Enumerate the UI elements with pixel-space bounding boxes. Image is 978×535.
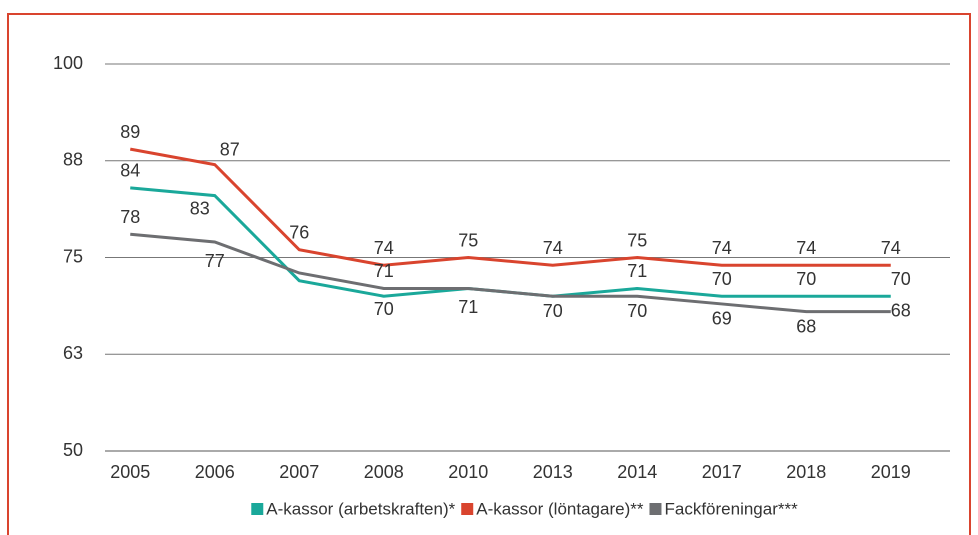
data-label: 75 [458,230,478,250]
data-label: 71 [627,261,647,281]
data-label: 74 [796,238,816,258]
data-label: 89 [120,122,140,142]
y-tick-label: 75 [63,246,83,266]
line-series [130,186,891,298]
x-tick-label: 2006 [195,462,235,482]
y-tick-label: 100 [53,53,83,73]
data-label: 70 [627,301,647,321]
data-label: 71 [458,297,478,317]
data-label: 70 [891,269,911,289]
legend-label: Fackföreningar*** [664,499,798,518]
data-label: 75 [627,230,647,250]
x-tick-label: 2007 [279,462,319,482]
data-label: 70 [712,269,732,289]
line-series [129,147,891,267]
data-label: 74 [543,238,563,258]
data-label: 74 [881,238,901,258]
data-label: 83 [190,198,210,218]
x-tick-label: 2019 [871,462,911,482]
data-label: 76 [289,223,309,243]
data-label: 84 [120,161,140,181]
y-tick-label: 63 [63,343,83,363]
data-label: 74 [712,238,732,258]
y-tick-label: 88 [63,150,83,170]
legend-label: A-kassor (löntagare)** [476,499,644,518]
legend-label: A-kassor (arbetskraften)* [266,499,455,518]
data-label: 69 [712,309,732,329]
legend: A-kassor (arbetskraften)* A-kassor (lönta… [251,499,798,518]
frame [7,13,971,535]
data-label: 68 [891,300,911,320]
data-label: 71 [374,261,394,281]
x-tick-label: 2014 [617,462,657,482]
data-label: 74 [374,238,394,258]
x-tick-label: 2013 [533,462,573,482]
data-label: 70 [796,269,816,289]
data-label: 70 [543,301,563,321]
x-tick-label: 2008 [364,462,404,482]
data-label: 78 [120,207,140,227]
y-tick-label: 50 [63,440,83,460]
data-label: 77 [205,251,225,271]
data-label: 70 [374,299,394,319]
legend-swatch [649,503,662,515]
legend-swatch [461,503,474,515]
x-tick-label: 2018 [786,462,826,482]
data-label: 87 [220,139,240,159]
data-label: 68 [796,316,816,336]
legend-swatch [251,503,264,515]
x-tick-label: 2017 [702,462,742,482]
x-tick-label: 2005 [110,462,150,482]
line-series [130,232,891,314]
x-tick-label: 2010 [448,462,488,482]
